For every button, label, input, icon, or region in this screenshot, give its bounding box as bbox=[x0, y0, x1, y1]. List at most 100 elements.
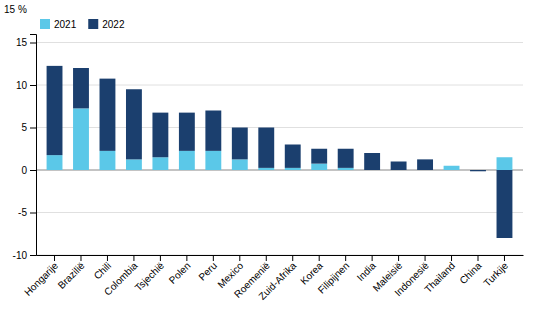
y-tick: -10 bbox=[13, 250, 36, 261]
bar-series bbox=[47, 66, 513, 238]
y-tick-label: 10 bbox=[16, 80, 28, 91]
x-tick-label: China bbox=[457, 260, 484, 287]
x-tick-label: Peru bbox=[196, 260, 219, 283]
y-tick-mark bbox=[30, 43, 36, 44]
x-tick-label: Thailand bbox=[422, 260, 457, 295]
x-tick-mark bbox=[504, 255, 505, 261]
grid-line bbox=[36, 255, 523, 256]
bar bbox=[364, 153, 380, 170]
x-tick-mark bbox=[398, 255, 399, 261]
y-axis: -10-5051015 bbox=[13, 35, 37, 261]
bar bbox=[232, 128, 248, 160]
bar bbox=[232, 159, 248, 170]
x-tick-mark bbox=[292, 255, 293, 261]
bar bbox=[47, 66, 63, 155]
x-tick-label: Hongarije bbox=[22, 260, 60, 298]
bar bbox=[152, 157, 168, 170]
x-tick-label: Polen bbox=[167, 260, 193, 286]
legend-label: 2022 bbox=[102, 19, 125, 30]
x-tick: Turkije bbox=[481, 255, 510, 289]
y-tick: -5 bbox=[18, 207, 36, 218]
bar bbox=[47, 155, 63, 170]
x-tick-label: Filipijnen bbox=[316, 260, 352, 296]
bar bbox=[205, 151, 221, 170]
x-tick: Chili bbox=[92, 255, 114, 281]
x-tick: Indonesië bbox=[392, 255, 431, 298]
bar bbox=[470, 170, 486, 171]
x-tick-label: Zuid-Afrika bbox=[256, 260, 298, 302]
x-tick-label: Brazilië bbox=[56, 260, 87, 291]
bar bbox=[391, 162, 407, 171]
x-tick-mark bbox=[186, 255, 187, 261]
y-tick-label: 5 bbox=[21, 122, 27, 133]
x-tick-label: Turkije bbox=[481, 260, 510, 289]
x-tick-mark bbox=[266, 255, 267, 261]
x-tick-mark bbox=[345, 255, 346, 261]
plot-area bbox=[47, 66, 513, 238]
y-tick-label: -10 bbox=[13, 250, 28, 261]
legend-swatch bbox=[40, 19, 50, 29]
x-tick-mark bbox=[372, 255, 373, 261]
bar bbox=[73, 68, 89, 108]
y-tick-mark bbox=[30, 128, 36, 129]
chart: -10-5051015HongarijeBraziliëChiliColombi… bbox=[0, 0, 533, 317]
legend-swatch bbox=[88, 19, 98, 29]
bar bbox=[338, 168, 354, 170]
bar bbox=[258, 128, 274, 168]
bar bbox=[497, 157, 513, 170]
x-axis: HongarijeBraziliëChiliColombiaTsjechiëPo… bbox=[22, 255, 523, 302]
bar bbox=[100, 79, 116, 151]
bar-series bbox=[47, 108, 513, 170]
bar bbox=[258, 168, 274, 170]
legend: 2021 2022 bbox=[40, 19, 125, 30]
x-tick-mark bbox=[451, 255, 452, 261]
bar bbox=[444, 166, 460, 170]
bar bbox=[497, 170, 513, 238]
x-tick: Brazilië bbox=[56, 255, 87, 291]
x-tick: Tsjechië bbox=[133, 255, 167, 293]
x-tick-mark bbox=[213, 255, 214, 261]
x-tick: Colombia bbox=[102, 255, 140, 298]
bar bbox=[152, 113, 168, 158]
x-tick: India bbox=[355, 255, 378, 283]
x-tick-label: Colombia bbox=[102, 260, 140, 298]
bar bbox=[73, 108, 89, 170]
y-tick-label: -5 bbox=[18, 207, 27, 218]
x-tick: Zuid-Afrika bbox=[256, 255, 298, 302]
bar bbox=[444, 170, 460, 171]
bar bbox=[311, 149, 327, 164]
bar bbox=[311, 164, 327, 170]
x-tick-mark bbox=[425, 255, 426, 261]
y-tick: 5 bbox=[21, 122, 36, 133]
legend-item: 2022 bbox=[88, 19, 125, 30]
x-tick-label: Tsjechië bbox=[133, 260, 167, 294]
legend-label: 2021 bbox=[54, 19, 77, 30]
x-tick: Polen bbox=[167, 255, 193, 286]
x-tick-label: Indonesië bbox=[392, 260, 431, 299]
legend-item: 2021 bbox=[40, 19, 77, 30]
grid-line bbox=[36, 42, 523, 43]
x-tick: China bbox=[457, 255, 484, 286]
y-tick-mark bbox=[30, 255, 36, 256]
bar bbox=[179, 151, 195, 170]
y-tick: 10 bbox=[16, 80, 36, 91]
y-axis-label: 15 % bbox=[4, 4, 27, 15]
bar bbox=[179, 113, 195, 151]
x-tick: Peru bbox=[196, 255, 219, 283]
y-tick-mark bbox=[30, 170, 36, 171]
y-tick: 0 bbox=[21, 165, 36, 176]
bar bbox=[285, 145, 301, 168]
bar bbox=[126, 159, 142, 170]
bar bbox=[417, 159, 433, 170]
bar bbox=[100, 151, 116, 170]
x-tick: Hongarije bbox=[22, 255, 60, 298]
x-tick-mark bbox=[160, 255, 161, 261]
y-tick-mark bbox=[30, 213, 36, 214]
bar bbox=[470, 170, 486, 171]
x-tick-label: Chili bbox=[92, 260, 114, 282]
x-tick: Thailand bbox=[422, 255, 457, 295]
grid bbox=[36, 43, 523, 256]
x-tick-mark bbox=[54, 255, 55, 261]
y-tick-label: 0 bbox=[21, 165, 27, 176]
bar bbox=[126, 89, 142, 159]
